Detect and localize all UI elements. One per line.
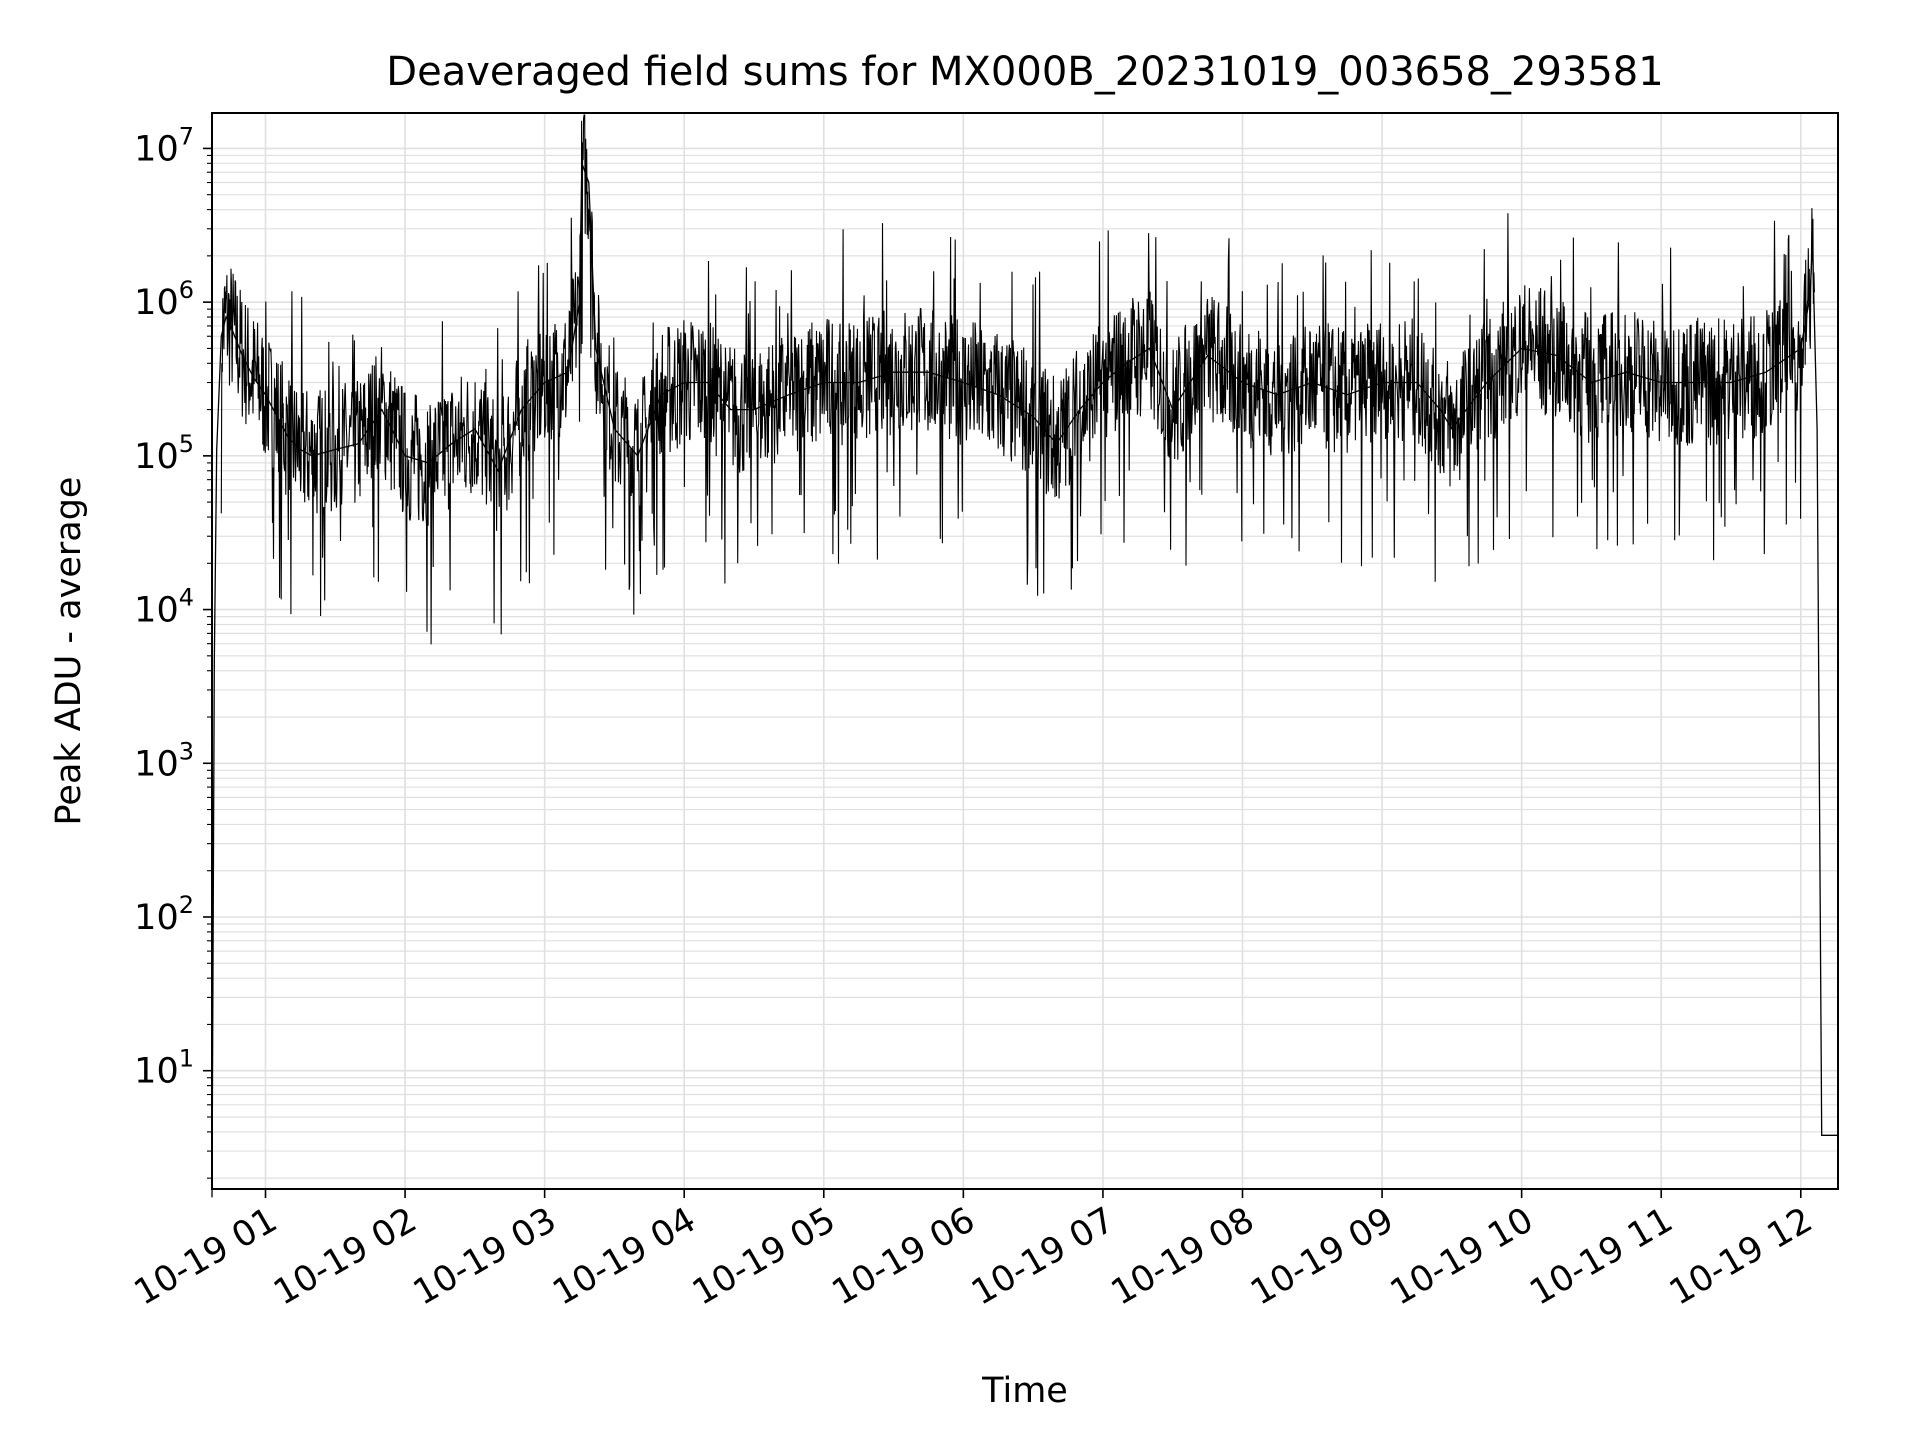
x-tick-label: 10-19 09 xyxy=(1244,1200,1400,1313)
y-tick-label: 103 xyxy=(134,737,194,784)
series-layer xyxy=(211,114,1838,1198)
x-axis-label: Time xyxy=(981,1371,1068,1411)
grid-lines xyxy=(212,113,1838,1189)
y-tick-exponent: 7 xyxy=(179,122,194,150)
y-tick-exponent: 4 xyxy=(179,584,194,612)
y-tick-label: 102 xyxy=(134,891,194,938)
y-axis-label: Peak ADU - average xyxy=(49,477,89,826)
plot-frame xyxy=(211,112,1839,1190)
y-tick-base: 10 xyxy=(134,1052,179,1092)
x-tick-label: 10-19 04 xyxy=(546,1200,702,1313)
x-tick-label: 10-19 02 xyxy=(267,1200,423,1313)
x-tick-label: 10-19 07 xyxy=(965,1200,1121,1313)
x-tick-label: 10-19 12 xyxy=(1663,1200,1819,1313)
y-tick-exponent: 2 xyxy=(179,891,194,919)
y-tick-base: 10 xyxy=(134,744,179,784)
y-tick-label: 101 xyxy=(134,1045,194,1092)
x-tick-label: 10-19 01 xyxy=(128,1200,284,1313)
y-tick-exponent: 3 xyxy=(179,737,194,765)
y-tick-base: 10 xyxy=(134,898,179,938)
chart-title: Deaveraged field sums for MX000B_2023101… xyxy=(386,49,1663,95)
series-line xyxy=(211,163,1838,1198)
y-tick-label: 105 xyxy=(134,430,194,477)
x-tick-label: 10-19 10 xyxy=(1384,1200,1540,1313)
y-tick-exponent: 6 xyxy=(179,276,194,304)
x-tick-label: 10-19 06 xyxy=(826,1200,982,1313)
y-tick-base: 10 xyxy=(134,129,179,169)
y-tick-exponent: 1 xyxy=(179,1045,194,1073)
y-tick-base: 10 xyxy=(134,283,179,323)
x-tick-label: 10-19 11 xyxy=(1523,1200,1679,1313)
x-tick-label: 10-19 08 xyxy=(1105,1200,1261,1313)
x-tick-label: 10-19 03 xyxy=(407,1200,563,1313)
y-tick-base: 10 xyxy=(134,437,179,477)
series-line-noise xyxy=(220,114,1815,645)
y-tick-label: 106 xyxy=(134,276,194,323)
y-tick-label: 104 xyxy=(134,584,194,631)
y-tick-base: 10 xyxy=(134,591,179,631)
x-tick-label: 10-19 05 xyxy=(686,1200,842,1313)
y-tick-exponent: 5 xyxy=(179,430,194,458)
y-tick-label: 107 xyxy=(134,122,194,169)
